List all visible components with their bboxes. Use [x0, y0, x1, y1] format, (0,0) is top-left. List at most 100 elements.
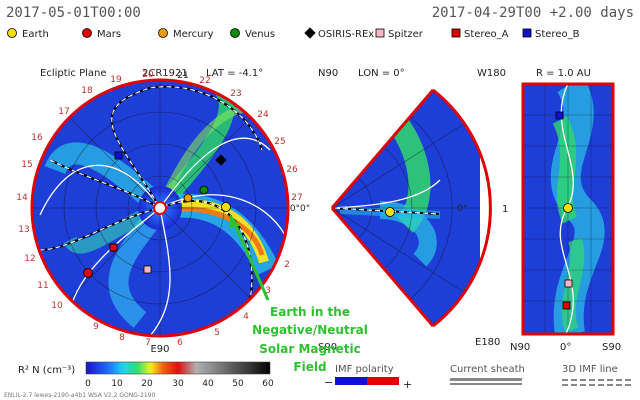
stereo-a-radial-icon	[562, 301, 571, 310]
colorbar-gradient	[85, 361, 271, 375]
current-sheath-legend: Current sheath	[450, 364, 525, 385]
meridional-left-zero: 0°	[300, 204, 310, 214]
meridional-top-label: N90	[318, 68, 338, 79]
annotation-line-4: Field	[293, 360, 326, 374]
meridional-boundary	[330, 89, 435, 327]
imf-polarity-legend: IMF polarity − +	[324, 364, 412, 391]
sector-label-23: 23	[230, 89, 241, 99]
ecliptic-lat-label: LAT = -4.1°	[206, 68, 263, 79]
sector-label-5: 5	[214, 328, 220, 338]
mercury-marker-icon	[158, 28, 168, 38]
imf-3d-line-legend: 3D IMF line	[562, 364, 632, 386]
sector-label-7: 7	[145, 338, 151, 348]
sector-label-26: 26	[286, 165, 298, 175]
model-footer: ENLIL-2.7 lewes-2190-a4b1 WSA V2.2 GONG-…	[4, 392, 155, 399]
sector-label-8: 8	[119, 333, 125, 343]
spitzer-radial-icon	[564, 279, 573, 288]
stereo-b-radial-icon	[555, 111, 564, 120]
sector-label-11: 11	[37, 281, 48, 291]
osiris-rex-marker-icon	[304, 27, 316, 39]
radial-axis-left: N90	[510, 342, 530, 353]
meridional-density-map	[332, 90, 480, 326]
legend: Earth Mars Mercury Venus OSIRIS-REx Spit…	[7, 27, 580, 40]
legend-stereo-b: Stereo_B	[535, 29, 580, 40]
sector-label-18: 18	[81, 86, 93, 96]
venus-position-icon	[199, 185, 209, 195]
stereo-b-marker-icon	[522, 28, 532, 38]
earth-annotation: Earth in the Negative/Neutral Solar Magn…	[229, 214, 368, 374]
ecliptic-zero-label: 0°	[290, 204, 300, 214]
earth-position-icon	[221, 202, 231, 212]
radial-boundary	[521, 82, 615, 336]
legend-venus: Venus	[245, 29, 275, 40]
annotation-line-2: Negative/Neutral	[252, 323, 368, 337]
sector-label-6: 6	[177, 338, 183, 348]
stereo-b-position-icon	[114, 151, 123, 160]
header-left-timestamp: 2017-05-01T00:00	[6, 5, 141, 21]
imf-positive-swatch	[367, 377, 399, 385]
sector-label-12: 12	[24, 254, 35, 264]
colorbar-tick-0: 0	[85, 379, 91, 389]
annotation-arrowhead-icon	[229, 214, 240, 228]
spitzer-marker-icon	[375, 28, 385, 38]
colorbar-tick-30: 30	[172, 379, 184, 389]
ecliptic-cr-label: 2CR1921	[142, 68, 188, 79]
sector-label-15: 15	[21, 160, 32, 170]
sector-label-9: 9	[93, 322, 99, 332]
radial-top-left: W180	[477, 68, 506, 79]
radial-title: R = 1.0 AU	[536, 68, 591, 79]
earth-meridional-icon	[385, 207, 395, 217]
colorbar-tick-40: 40	[202, 379, 214, 389]
annotation-line-3: Solar Magnetic	[259, 342, 360, 356]
sun-icon	[153, 201, 167, 215]
imf-negative-swatch	[335, 377, 367, 385]
meridional-bottom-label: S90	[318, 342, 337, 353]
annotation-line-1: Earth in the	[270, 305, 350, 319]
meridional-lon-label: LON = 0°	[358, 68, 405, 79]
colorbar-tick-50: 50	[232, 379, 244, 389]
colorbar-tick-10: 10	[111, 379, 123, 389]
legend-earth: Earth	[22, 29, 49, 40]
ecliptic-boundary	[30, 78, 290, 338]
sector-label-13: 13	[18, 225, 29, 235]
imf-polarity-label: IMF polarity	[335, 364, 394, 375]
imf-3d-line-label: 3D IMF line	[562, 364, 618, 375]
sector-label-17: 17	[58, 107, 69, 117]
radial-panel: W180 R = 1.0 AU 1	[475, 68, 621, 353]
legend-spitzer: Spitzer	[388, 29, 424, 40]
venus-marker-icon	[230, 28, 240, 38]
imf-plus-label: +	[403, 378, 412, 391]
meridional-right-zero: 0°	[457, 204, 467, 214]
colorbar: R² N (cm⁻³) 0 10 20 30 40 50 60	[18, 361, 274, 389]
header-right-timestamp: 2017-04-29T00 +2.00 days	[432, 5, 634, 21]
colorbar-label: R² N (cm⁻³)	[18, 365, 75, 376]
earth-radial-icon	[563, 203, 573, 213]
sector-label-25: 25	[274, 137, 285, 147]
mars-marker-icon	[82, 28, 92, 38]
current-sheath-swatch	[450, 378, 522, 381]
sector-label-22: 22	[199, 76, 210, 86]
sector-label-3: 3	[265, 286, 271, 296]
imf-minus-label: −	[324, 376, 333, 389]
meridional-panel: N90 LON = 0° 0° 0° S90	[300, 68, 492, 353]
ecliptic-panel: Ecliptic Plane 2CR1921 LAT = -4.1°	[16, 68, 302, 355]
legend-mars: Mars	[97, 29, 121, 40]
sector-label-10: 10	[51, 301, 63, 311]
sector-label-14: 14	[16, 193, 28, 203]
sector-label-2: 2	[284, 260, 290, 270]
radial-axis-mid: 0°	[560, 342, 571, 353]
ecliptic-bottom-label: E90	[150, 344, 169, 355]
sector-label-4: 4	[243, 312, 249, 322]
colorbar-tick-60: 60	[262, 379, 274, 389]
sector-label-19: 19	[110, 75, 122, 85]
earth-marker-icon	[7, 28, 17, 38]
radial-mid-left: 1	[502, 204, 508, 215]
osiris-rex-position-icon	[215, 154, 227, 166]
stereo-a-position-icon	[109, 243, 118, 252]
legend-mercury: Mercury	[173, 29, 214, 40]
current-sheath-label: Current sheath	[450, 364, 525, 375]
mercury-position-icon	[183, 193, 193, 203]
annotation-arrow-line	[232, 221, 270, 301]
